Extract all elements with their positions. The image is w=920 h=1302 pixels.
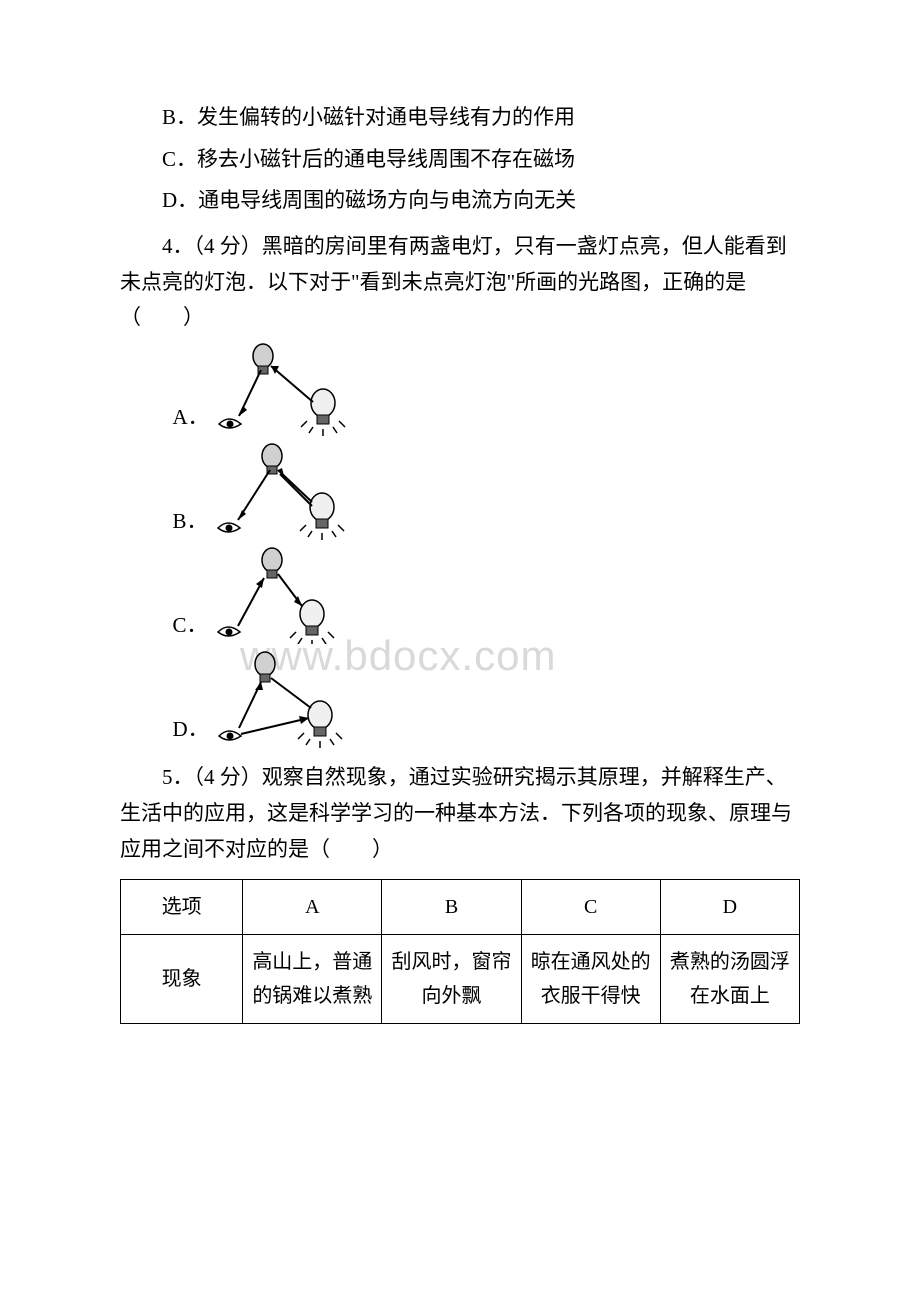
question-4: 4．（4 分）黑暗的房间里有两盏电灯，只有一盏灯点亮，但人能看到未点亮的灯泡．以… — [120, 229, 800, 748]
table-cell: C — [521, 880, 660, 935]
table-row: 选项 A B C D — [121, 880, 800, 935]
table-cell: B — [382, 880, 521, 935]
q4-diagram-a — [213, 336, 363, 436]
q4-text: 4．（4 分）黑暗的房间里有两盏电灯，只有一盏灯点亮，但人能看到未点亮的灯泡．以… — [120, 229, 800, 336]
table-cell: 刮风时，窗帘向外飘 — [382, 935, 521, 1024]
q4-diagram-d — [213, 648, 363, 748]
table-cell: 选项 — [121, 880, 243, 935]
table-row: 现象 高山上，普通的锅难以煮熟 刮风时，窗帘向外飘 晾在通风处的衣服干得快 煮熟… — [121, 935, 800, 1024]
q4-diagram-c — [212, 544, 362, 644]
q3-option-b: B．发生偏转的小磁针对通电导线有力的作用 — [120, 100, 800, 136]
q5-table: 选项 A B C D 现象 高山上，普通的锅难以煮熟 刮风时，窗帘向外飘 晾在通… — [120, 879, 800, 1024]
q4-label-d: D． — [173, 712, 209, 748]
q4-option-a: A． — [173, 336, 801, 436]
q4-option-d: D． — [173, 648, 801, 748]
q4-label-a: A． — [173, 400, 209, 436]
q3-option-d: D．通电导线周围的磁场方向与电流方向无关 — [120, 183, 800, 219]
q5-text: 5．（4 分）观察自然现象，通过实验研究揭示其原理，并解释生产、生活中的应用，这… — [120, 760, 800, 867]
table-cell: 现象 — [121, 935, 243, 1024]
q4-option-c: C． — [173, 544, 801, 644]
table-cell: 晾在通风处的衣服干得快 — [521, 935, 660, 1024]
q4-diagram-b — [212, 440, 362, 540]
q4-label-c: C． — [173, 608, 208, 644]
q4-option-b: B． — [173, 440, 801, 540]
q4-label-b: B． — [173, 504, 208, 540]
table-cell: A — [243, 880, 382, 935]
q3-option-c: C．移去小磁针后的通电导线周围不存在磁场 — [120, 142, 800, 178]
question-5: 5．（4 分）观察自然现象，通过实验研究揭示其原理，并解释生产、生活中的应用，这… — [120, 760, 800, 1024]
table-cell: 煮熟的汤圆浮在水面上 — [660, 935, 799, 1024]
table-cell: D — [660, 880, 799, 935]
table-cell: 高山上，普通的锅难以煮熟 — [243, 935, 382, 1024]
